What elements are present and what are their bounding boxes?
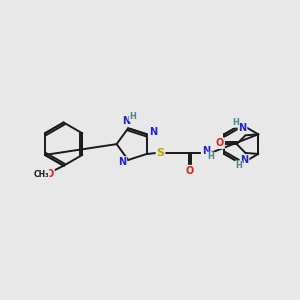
Text: CH₃: CH₃ xyxy=(33,170,49,179)
Text: N: N xyxy=(148,127,157,137)
Text: O: O xyxy=(186,166,194,176)
Text: O: O xyxy=(216,138,224,148)
Text: N: N xyxy=(202,146,210,156)
Text: N: N xyxy=(238,123,247,134)
Text: N: N xyxy=(241,155,249,165)
Text: H: H xyxy=(130,112,136,121)
Text: N: N xyxy=(122,116,130,126)
Text: H: H xyxy=(232,118,239,127)
Text: O: O xyxy=(46,169,54,178)
Text: N: N xyxy=(118,157,126,167)
Text: H: H xyxy=(207,152,214,161)
Text: S: S xyxy=(157,148,165,158)
Text: H: H xyxy=(235,161,242,170)
